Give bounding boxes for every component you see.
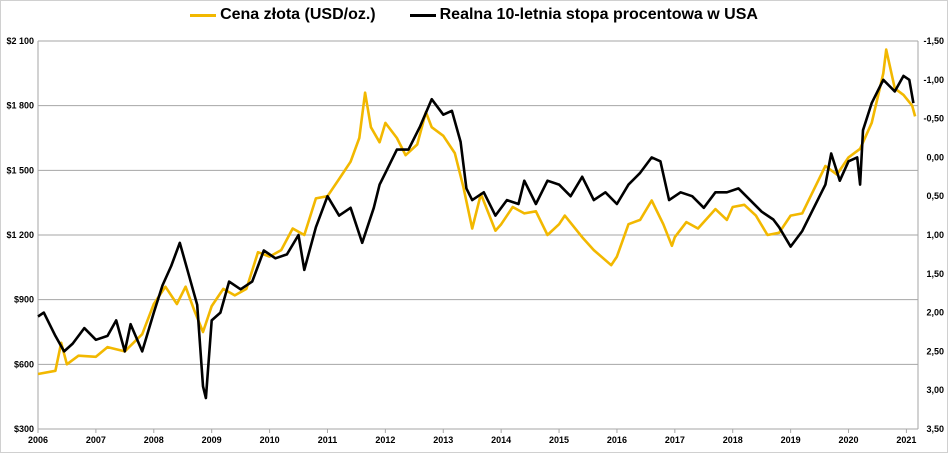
legend-label-gold: Cena złota (USD/oz.) — [220, 6, 376, 23]
x-tick-label: 2014 — [491, 435, 511, 445]
y-left-tick-label: $1 200 — [6, 230, 34, 240]
series-line-gold — [37, 48, 917, 376]
legend-label-real-rate: Realna 10-letnia stopa procentowa w USA — [439, 6, 758, 23]
y-right-tick-label: 0,50 — [926, 191, 944, 201]
y-right-tick-label: 2,00 — [926, 308, 944, 318]
x-tick-label: 2011 — [318, 435, 338, 445]
y-right-tick-label: 3,50 — [926, 424, 944, 434]
x-tick-label: 2006 — [28, 435, 48, 445]
legend-item-gold: Cena złota (USD/oz.) — [190, 6, 376, 24]
x-tick-label: 2007 — [86, 435, 106, 445]
x-tick-label: 2019 — [781, 435, 801, 445]
x-tick-label: 2018 — [723, 435, 743, 445]
y-left-tick-label: $900 — [14, 295, 34, 305]
legend-item-real-rate: Realna 10-letnia stopa procentowa w USA — [409, 6, 758, 24]
y-left-tick-label: $300 — [14, 424, 34, 434]
y-right-tick-label: 3,00 — [926, 385, 944, 395]
x-tick-label: 2020 — [839, 435, 859, 445]
x-tick-label: 2021 — [896, 435, 916, 445]
x-tick-label: 2016 — [607, 435, 627, 445]
x-tick-label: 2013 — [433, 435, 453, 445]
y-left-tick-label: $1 500 — [6, 165, 34, 175]
x-tick-label: 2010 — [260, 435, 280, 445]
y-right-tick-label: 1,50 — [926, 269, 944, 279]
chart-legend: Cena złota (USD/oz.) Realna 10-letnia st… — [0, 6, 948, 24]
y-right-tick-label: 1,00 — [926, 230, 944, 240]
legend-swatch-real-rate — [409, 13, 436, 17]
x-tick-label: 2009 — [202, 435, 222, 445]
y-left-tick-label: $600 — [14, 359, 34, 369]
y-right-tick-label: -0,50 — [923, 114, 944, 124]
series-line-real-rate — [37, 74, 915, 400]
y-right-tick-label: 2,50 — [926, 346, 944, 356]
legend-swatch-gold — [190, 13, 217, 17]
x-tick-label: 2015 — [549, 435, 569, 445]
x-tick-label: 2008 — [144, 435, 164, 445]
x-tick-label: 2012 — [375, 435, 395, 445]
x-tick-label: 2017 — [665, 435, 685, 445]
y-right-tick-label: 0,00 — [926, 152, 944, 162]
y-right-tick-label: -1,50 — [923, 36, 944, 46]
y-right-tick-label: -1,00 — [923, 75, 944, 85]
y-left-tick-label: $1 800 — [6, 101, 34, 111]
y-left-tick-label: $2 100 — [6, 36, 34, 46]
